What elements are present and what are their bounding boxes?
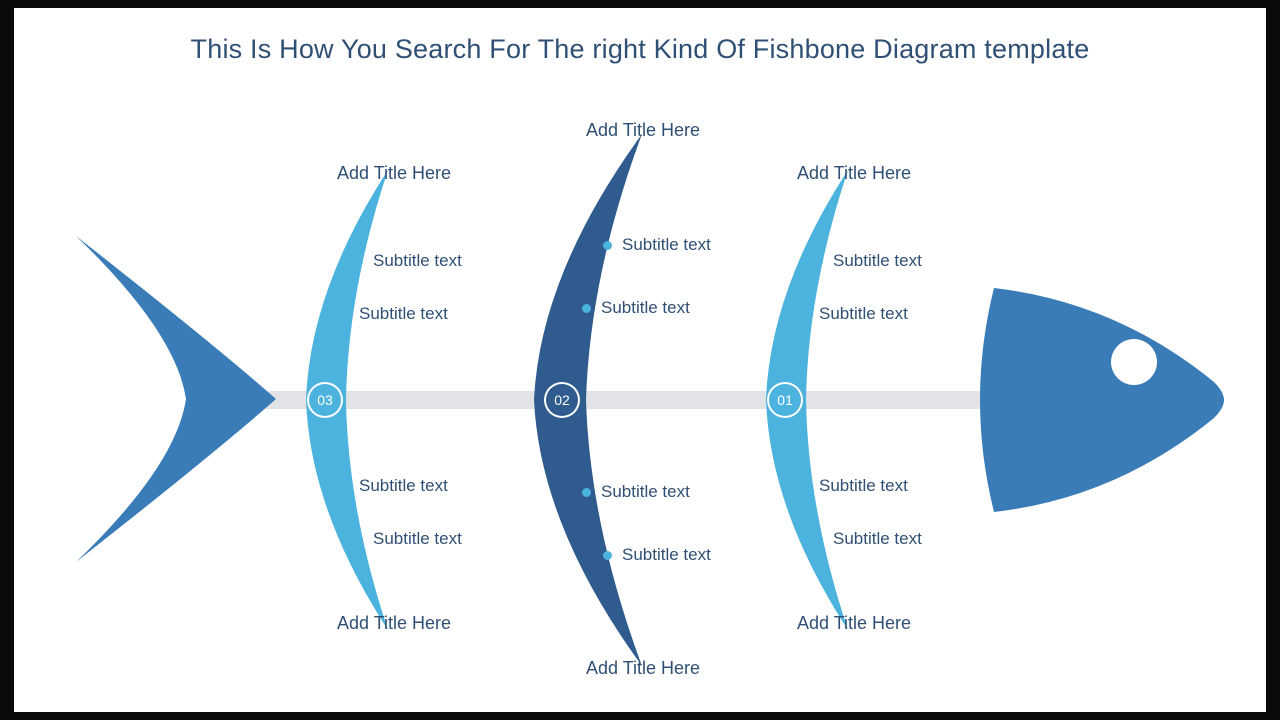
bone-03-bottom-sub-2: Subtitle text [354,529,462,549]
bone-badge-01-label: 01 [777,392,793,408]
bullet-icon [582,488,591,497]
bullet-icon [603,551,612,560]
bullet-icon [340,482,349,491]
bone-badge-02-label: 02 [554,392,570,408]
bone-03-title-bottom: Add Title Here [337,613,451,634]
bullet-icon [814,535,823,544]
subtitle-label: Subtitle text [601,482,690,502]
subtitle-label: Subtitle text [622,545,711,565]
bone-01-top-sub-1: Subtitle text [814,251,922,271]
bone-02-bottom-sub-2: Subtitle text [603,545,711,565]
subtitle-label: Subtitle text [373,529,462,549]
bullet-icon [340,310,349,319]
bone-03-top-sub-1: Subtitle text [354,251,462,271]
subtitle-label: Subtitle text [359,304,448,324]
bone-02-title-bottom: Add Title Here [586,658,700,679]
bone-03-top-sub-2: Subtitle text [340,304,448,324]
subtitle-label: Subtitle text [833,251,922,271]
fishbone-canvas: 03 Add Title Here Add Title Here Subtitl… [14,8,1266,712]
diagram-frame: This Is How You Search For The right Kin… [14,8,1266,712]
bullet-icon [814,257,823,266]
subtitle-label: Subtitle text [819,304,908,324]
bullet-icon [603,241,612,250]
bone-03-title-top: Add Title Here [337,163,451,184]
bone-03-bottom-sub-1: Subtitle text [340,476,448,496]
fishbone-rib-02-icon [516,134,676,666]
bullet-icon [800,482,809,491]
bone-02-top-sub-1: Subtitle text [603,235,711,255]
bone-01-bottom-sub-2: Subtitle text [814,529,922,549]
subtitle-label: Subtitle text [373,251,462,271]
bullet-icon [354,535,363,544]
bullet-icon [582,304,591,313]
bone-01-bottom-sub-1: Subtitle text [800,476,908,496]
bone-badge-01: 01 [769,384,801,416]
subtitle-label: Subtitle text [622,235,711,255]
bone-badge-02: 02 [546,384,578,416]
bullet-icon [800,310,809,319]
bullet-icon [354,257,363,266]
subtitle-label: Subtitle text [819,476,908,496]
bone-02-top-sub-2: Subtitle text [582,298,690,318]
bone-badge-03-label: 03 [317,392,333,408]
subtitle-label: Subtitle text [833,529,922,549]
bone-01-title-top: Add Title Here [797,163,911,184]
bone-02-title-top: Add Title Here [586,120,700,141]
subtitle-label: Subtitle text [359,476,448,496]
bone-01-top-sub-2: Subtitle text [800,304,908,324]
fish-tail-icon [56,226,316,572]
bone-01-title-bottom: Add Title Here [797,613,911,634]
bone-badge-03: 03 [309,384,341,416]
bone-02-bottom-sub-1: Subtitle text [582,482,690,502]
subtitle-label: Subtitle text [601,298,690,318]
fish-head-icon [966,268,1234,532]
